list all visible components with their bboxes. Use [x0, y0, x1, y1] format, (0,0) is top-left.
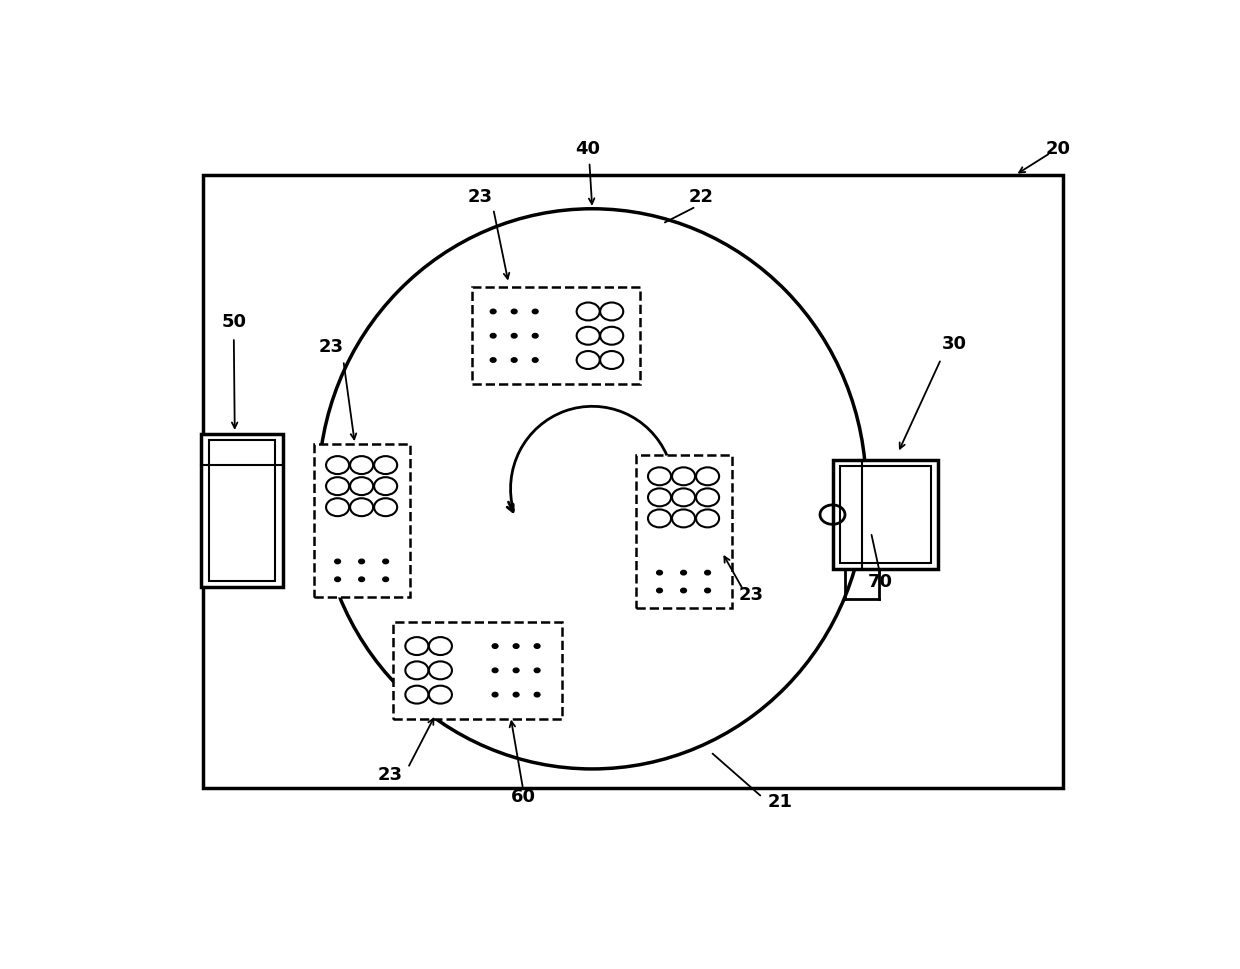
Text: 23: 23 [467, 188, 492, 206]
Circle shape [532, 310, 538, 314]
Circle shape [358, 560, 365, 564]
Circle shape [511, 359, 517, 362]
Bar [832, 461, 939, 569]
Circle shape [657, 588, 662, 593]
Circle shape [513, 644, 520, 648]
Circle shape [490, 334, 496, 338]
Circle shape [704, 571, 711, 576]
Circle shape [704, 588, 711, 593]
Bar [208, 441, 275, 581]
Text: 21: 21 [768, 793, 792, 810]
Circle shape [657, 571, 662, 576]
Circle shape [534, 644, 539, 648]
Bar [314, 445, 409, 598]
Circle shape [511, 310, 517, 314]
Circle shape [492, 669, 498, 672]
Bar [203, 176, 1063, 788]
Text: 50: 50 [221, 313, 247, 330]
Circle shape [490, 359, 496, 362]
Bar [393, 622, 562, 719]
Circle shape [358, 578, 365, 582]
Text: 70: 70 [868, 573, 893, 590]
Text: 30: 30 [942, 335, 967, 353]
Text: 23: 23 [738, 586, 764, 604]
Text: 23: 23 [319, 337, 343, 356]
Circle shape [335, 560, 341, 564]
Bar [201, 435, 283, 588]
Circle shape [681, 588, 687, 593]
Circle shape [492, 693, 498, 697]
Circle shape [681, 571, 687, 576]
Bar [841, 467, 930, 563]
Circle shape [335, 578, 341, 582]
Bar [635, 455, 732, 609]
Circle shape [492, 644, 498, 648]
Circle shape [532, 359, 538, 362]
Circle shape [534, 693, 539, 697]
Bar [472, 288, 640, 385]
Text: 60: 60 [511, 787, 536, 805]
Circle shape [513, 693, 520, 697]
Circle shape [383, 578, 388, 582]
Text: 20: 20 [1045, 140, 1071, 158]
Text: 22: 22 [688, 188, 713, 206]
Text: 40: 40 [575, 140, 600, 158]
Text: 23: 23 [378, 765, 403, 783]
Circle shape [511, 334, 517, 338]
Circle shape [534, 669, 539, 672]
Circle shape [513, 669, 520, 672]
Circle shape [532, 334, 538, 338]
Circle shape [490, 310, 496, 314]
Circle shape [383, 560, 388, 564]
